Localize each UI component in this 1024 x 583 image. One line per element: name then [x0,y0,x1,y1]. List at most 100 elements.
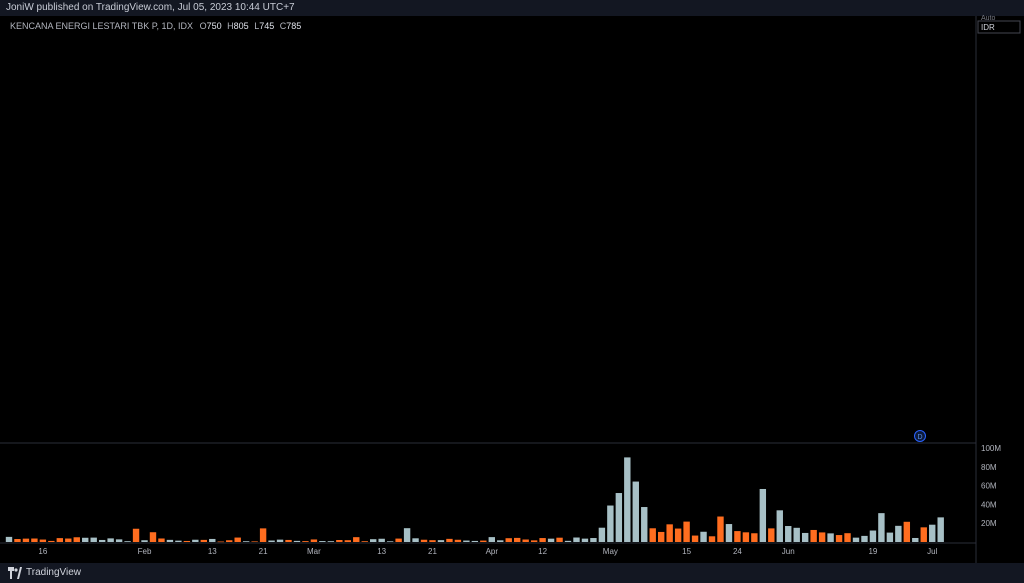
volume-bar [878,513,885,542]
volume-bar [827,533,834,542]
volume-bar [920,527,927,542]
volume-bar [463,540,470,542]
volume-bar [632,481,639,542]
volume-bar [852,537,860,542]
time-tick: 13 [208,547,217,556]
symbol-legend: KENCANA ENERGI LESTARI TBK P, 1D, IDX O7… [10,21,301,31]
high-value: 805 [233,21,249,31]
high-label: H [227,21,234,31]
volume-bar [251,541,258,543]
volume-bar [480,540,487,542]
volume-bar [386,541,394,542]
close-label: C [279,21,287,31]
volume-bar [674,528,682,542]
volume-bar [488,537,495,542]
volume-bar [98,539,106,542]
volume-bar [353,537,360,542]
volume-bar [649,528,656,542]
close-value: 785 [286,21,302,31]
volume-tick: 80M [981,463,997,472]
volume-bar [124,541,131,542]
volume-bar [73,537,80,542]
volume-bar [226,540,233,542]
time-tick: Apr [486,547,499,556]
time-tick: 24 [733,547,742,556]
currency-box [977,20,1021,34]
time-tick: 21 [428,547,437,556]
volume-bar [183,540,191,542]
time-tick: 13 [377,547,386,556]
volume-axis: 20M 40M 60M 80M 100M [981,444,1001,528]
volume-bars [5,457,944,543]
volume-bar [666,524,673,542]
time-tick: May [603,547,618,556]
volume-bar [276,539,284,542]
volume-bar [835,535,843,542]
volume-bar [903,521,911,542]
time-tick: 15 [682,547,691,556]
volume-bar [844,533,851,542]
volume-bar [624,457,631,542]
volume-bar [547,538,555,542]
volume-bar [310,539,318,542]
volume-bar [378,538,385,542]
volume-bar [886,532,894,542]
volume-bar [768,528,775,542]
volume-bar [293,540,301,542]
low-label: L [254,21,260,31]
volume-bar [141,540,148,542]
volume-bar [522,539,529,542]
volume-bar [132,528,140,542]
volume-bar [869,530,877,542]
volume-bar [810,529,817,542]
volume-tick: 60M [981,482,997,491]
price-axis: AutoIDR500520540560580600620640660680700… [0,15,1021,563]
volume-bar [39,539,47,542]
volume-bar [514,537,521,542]
volume-bar [175,540,182,542]
volume-bar [234,537,241,542]
volume-bar [370,539,377,542]
volume-bar [751,533,758,542]
time-axis: 16 Feb 13 21 Mar 13 21 Apr 12 May 15 24 Jun 19 Jul [0,542,976,556]
time-tick: 21 [259,547,268,556]
volume-bar [361,541,368,542]
volume-bar [344,540,351,542]
volume-bar [725,524,733,542]
volume-bar [497,540,504,542]
volume-bar [793,527,800,542]
volume-bar [395,538,402,542]
time-tick: 16 [38,547,47,556]
volume-tick: 100M [981,444,1001,453]
currency-label: IDR [981,23,995,32]
volume-bar [700,531,707,542]
volume-bar [22,538,30,542]
axis-auto-label: Auto [981,15,996,22]
time-tick: 19 [868,547,877,556]
volume-bar [268,540,275,542]
time-tick: Mar [307,547,321,556]
time-tick: Jun [782,547,795,556]
volume-bar [302,541,309,542]
volume-bar [539,538,546,542]
volume-bar [641,507,648,542]
volume-bar [336,539,343,542]
publish-bar: JoniW published on TradingView.com, Jul … [0,0,1024,16]
volume-bar [158,538,165,542]
volume-bar [319,541,326,542]
volume-bar [818,532,826,542]
volume-tick: 40M [981,500,997,509]
volume-bar [56,538,64,542]
volume-bar [471,540,479,542]
volume-bar [937,517,944,542]
volume-tick: 20M [981,519,997,528]
volume-bar [912,537,919,542]
volume-bar [149,532,157,542]
volume-bar [115,539,123,542]
volume-bar [607,505,614,542]
volume-bar [861,535,868,542]
price-chart[interactable]: AutoIDR500520540560580600620640660680700… [0,0,1024,563]
volume-bar [505,538,512,542]
volume-bar [759,488,767,542]
tradingview-logo-icon [8,567,22,579]
